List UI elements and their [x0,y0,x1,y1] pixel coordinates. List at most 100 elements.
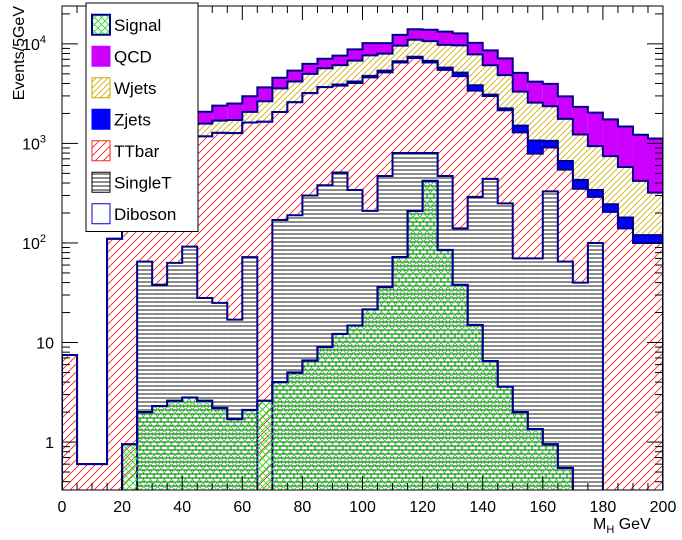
bar-wjets-165 [557,118,573,162]
bar-wjets-145 [497,75,513,109]
bar-singlet-175 [587,242,603,490]
bar-wjets-190 [632,180,648,236]
bar-signal-105 [377,287,393,490]
bar-signal-35 [167,400,183,490]
bar-signal-60 [242,409,258,490]
legend-label-singlet: SingleT [114,173,172,192]
bar-zjets-190 [632,235,648,243]
bar-signal-165 [557,467,573,490]
series-signal [121,179,574,490]
bar-wjets-90 [332,65,348,85]
bar-ttbar-95 [347,83,363,191]
x-tick-label: 0 [58,499,67,516]
bar-ttbar-115 [407,58,423,154]
bar-ttbar-15 [107,238,123,490]
x-tick-label: 40 [173,499,191,516]
bar-qcd-130 [452,33,468,46]
bar-signal-155 [527,429,543,490]
x-tick-label: 180 [590,499,617,516]
bar-ttbar-70 [272,111,288,221]
bar-signal-140 [482,361,498,490]
bar-qcd-105 [377,43,393,54]
bar-qcd-140 [482,50,498,66]
bar-signal-20 [122,444,138,490]
bar-ttbar-20 [122,212,138,490]
bar-ttbar-0 [62,354,78,490]
legend-label-signal: Signal [114,16,161,35]
bar-zjets-175 [587,190,603,197]
x-tick-label: 200 [650,499,677,516]
y-tick-label-base: 10 [22,37,40,54]
bar-zjets-170 [572,179,588,189]
bar-ttbar-100 [362,77,378,211]
bar-zjets-185 [617,217,633,229]
legend-label-zjets: Zjets [114,110,151,129]
bar-qcd-170 [572,106,588,135]
legend-swatch-zjets [91,108,111,130]
bar-qcd-145 [497,58,513,76]
x-axis-label-main: M [593,516,606,533]
bar-qcd-110 [392,34,408,46]
bar-qcd-100 [362,43,378,56]
x-axis-label: MH GeV [593,516,651,536]
bar-qcd-45 [197,111,213,124]
bar-ttbar-135 [467,90,483,197]
bar-ttbar-125 [437,69,453,177]
bar-ttbar-5 [77,464,93,490]
bar-qcd-180 [602,119,618,157]
bar-ttbar-60 [242,122,258,258]
legend-label-ttbar: TTbar [114,142,160,161]
bar-qcd-60 [242,96,258,112]
bar-ttbar-80 [302,93,318,196]
bar-zjets-135 [467,85,483,91]
bar-qcd-80 [302,63,318,74]
y-tick-label: 1 [45,435,54,452]
x-tick-label: 100 [349,499,376,516]
x-axis-label-subscript: H [606,524,614,536]
bar-wjets-130 [452,45,468,73]
bar-qcd-115 [407,29,423,40]
bar-qcd-190 [632,134,648,181]
bar-wjets-175 [587,146,603,191]
bar-signal-75 [287,372,303,490]
bar-signal-120 [422,180,438,490]
bar-ttbar-165 [557,169,573,262]
bar-signal-145 [497,386,513,490]
bar-wjets-140 [482,65,498,95]
legend-swatch-singlet [91,171,111,193]
y-tick-label: 103 [22,133,46,153]
y-tick-label-exponent: 3 [40,133,46,145]
bar-signal-100 [362,309,378,490]
bar-qcd-155 [527,81,543,103]
outline-singlet [136,152,604,490]
bar-singlet-170 [572,282,588,490]
bar-ttbar-170 [572,188,588,283]
bar-ttbar-195 [647,242,663,490]
bar-wjets-50 [212,120,228,133]
y-tick-label-exponent: 4 [40,34,46,46]
bar-signal-50 [212,407,228,490]
bar-ttbar-145 [497,110,513,204]
bar-zjets-165 [557,161,573,170]
bar-ttbar-185 [617,228,633,490]
bar-wjets-65 [257,101,273,122]
bar-wjets-150 [512,91,528,126]
x-tick-label: 120 [409,499,436,516]
bar-ttbar-90 [332,85,348,173]
bar-signal-90 [332,333,348,490]
bar-ttbar-160 [542,147,558,192]
bar-qcd-70 [272,77,288,89]
bar-signal-135 [467,324,483,490]
bar-signal-70 [272,382,288,490]
bar-wjets-55 [227,120,243,134]
bar-wjets-105 [377,53,393,71]
bar-wjets-195 [647,192,663,236]
bar-signal-25 [137,412,153,490]
bar-wjets-100 [362,55,378,76]
bar-wjets-120 [422,41,438,61]
bar-signal-55 [227,419,243,490]
bar-wjets-135 [467,54,483,86]
x-tick-label: 20 [113,499,131,516]
